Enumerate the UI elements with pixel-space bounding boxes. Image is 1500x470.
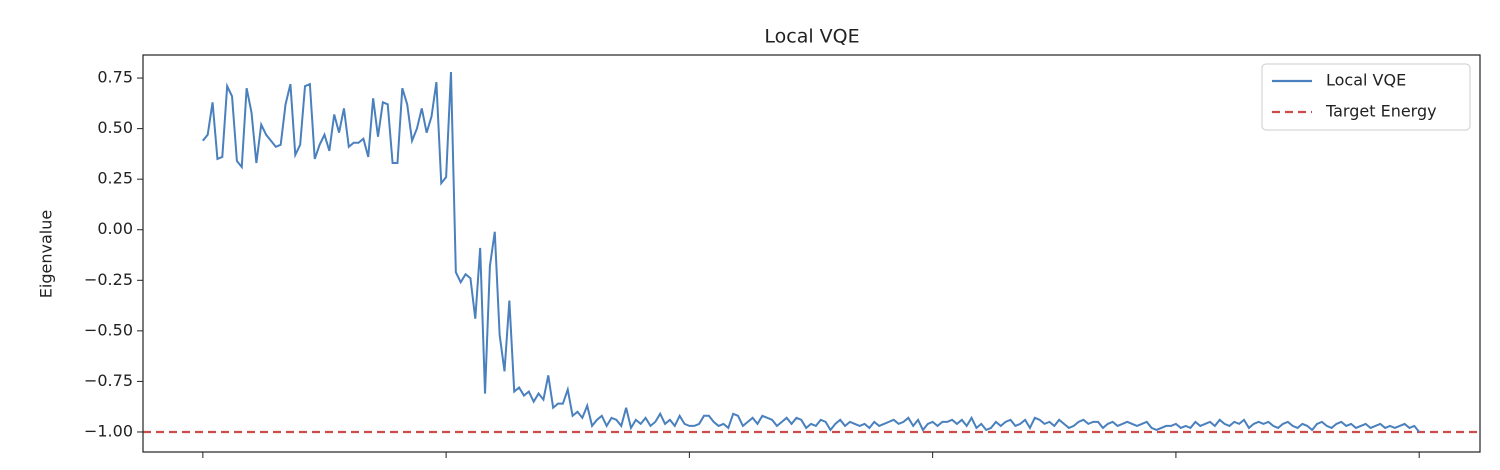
legend-label: Target Energy — [1325, 102, 1437, 121]
y-tick-label: 0.75 — [97, 68, 133, 87]
plot-frame — [142, 54, 1481, 453]
y-axis-label: Eigenvalue — [37, 210, 56, 298]
chart-title: Local VQE — [764, 26, 859, 48]
legend-label: Local VQE — [1326, 71, 1406, 90]
y-tick-label: 0.00 — [97, 219, 133, 238]
legend-box — [1261, 63, 1471, 131]
y-tick-label: −0.25 — [84, 270, 133, 289]
y-tick-label: −0.50 — [84, 320, 133, 339]
y-tick-label: 0.25 — [97, 169, 133, 188]
y-tick-label: 0.50 — [97, 118, 133, 137]
y-tick-label: −0.75 — [84, 371, 133, 390]
series-line — [202, 71, 1420, 433]
y-tick-label: −1.00 — [84, 421, 133, 440]
